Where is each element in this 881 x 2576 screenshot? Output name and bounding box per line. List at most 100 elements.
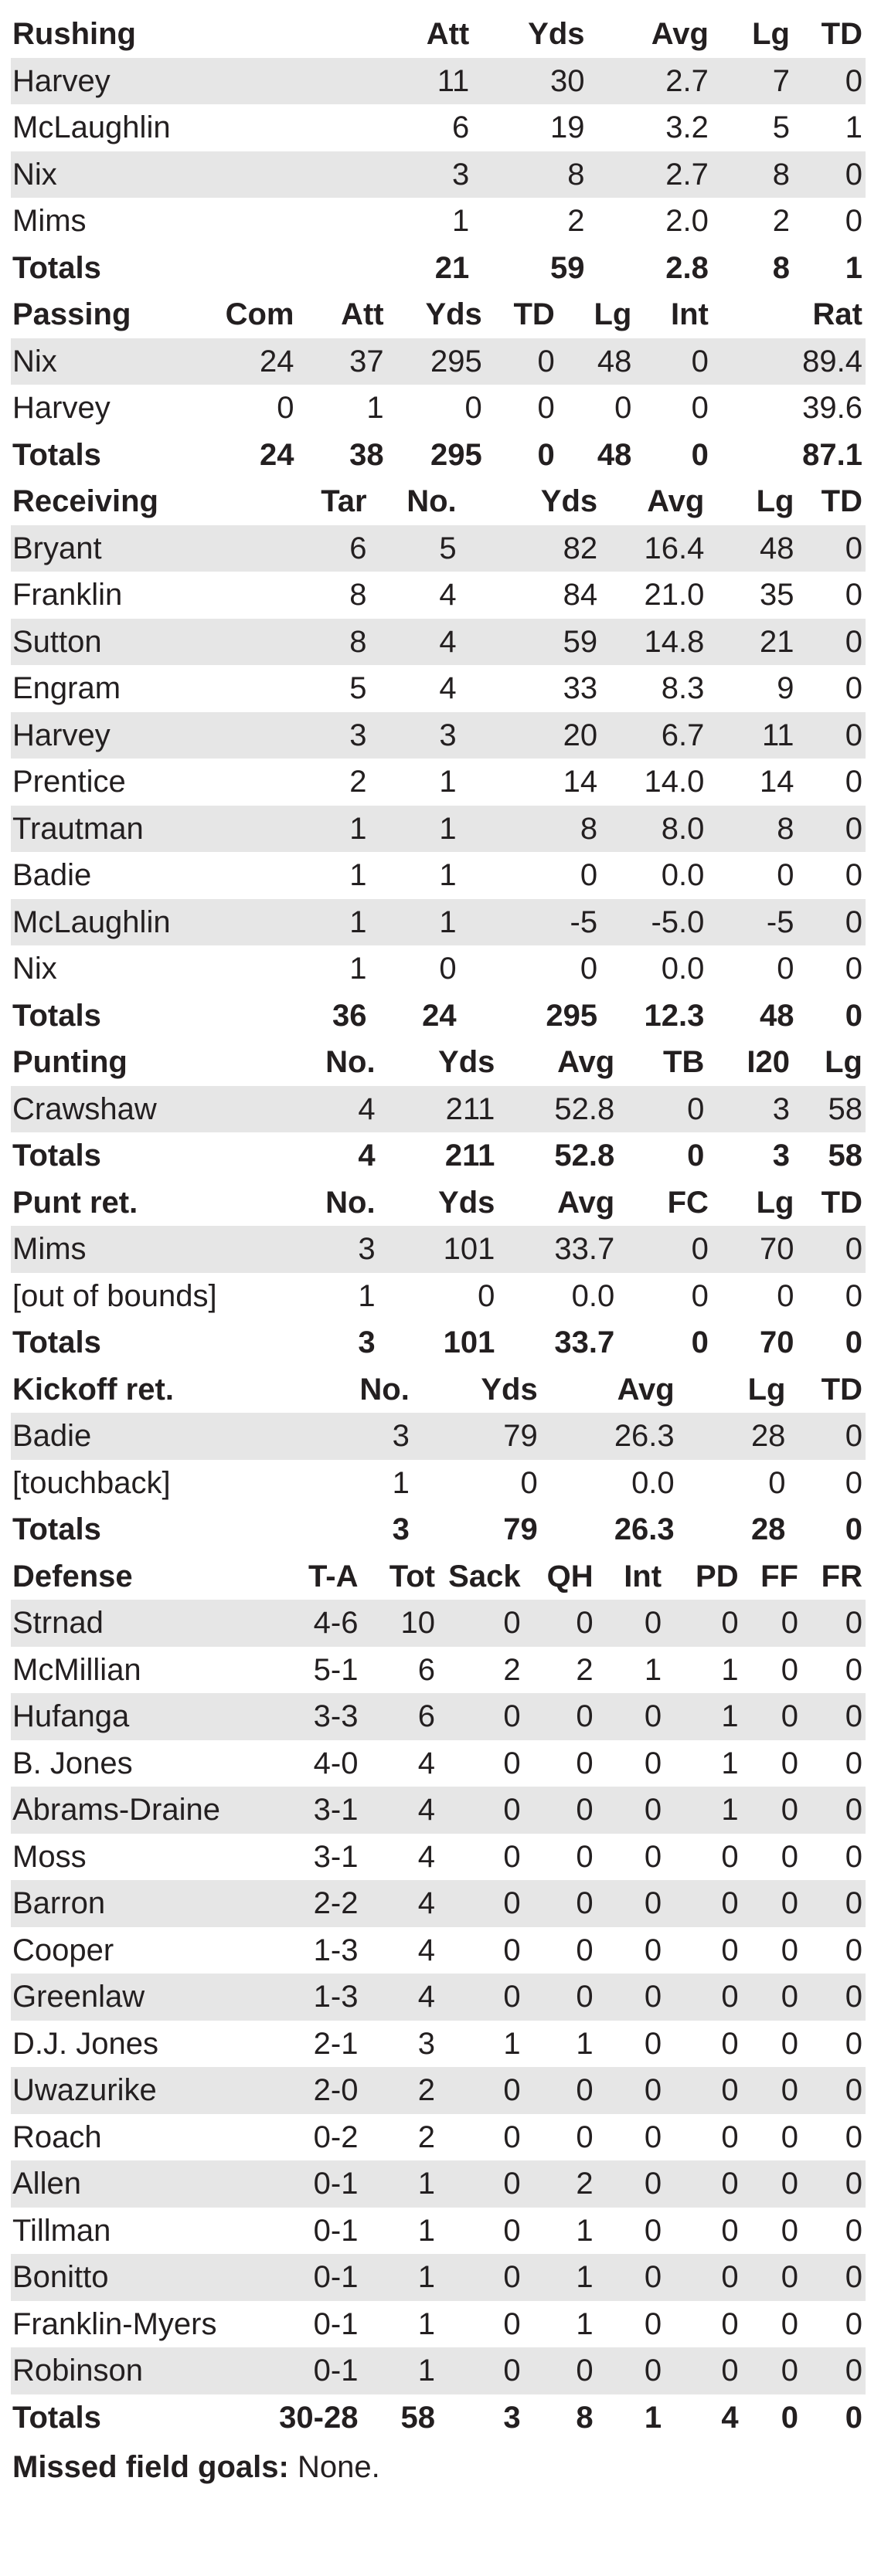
stat-cell: 0 [503,2306,521,2341]
stat-cell: 0 [741,1880,801,1927]
stat-cell: 0 [438,2160,524,2208]
punting-column-header: Avg [557,1045,615,1080]
stat-cell: 2-2 [254,1880,362,1927]
stat-cell: 0 [596,1600,665,1647]
stat-cell: 0 [503,1933,521,1967]
punt-ret-column-header: No. [325,1185,376,1220]
totals-cell: 101 [443,1325,495,1360]
player-name: McLaughlin [11,898,267,945]
stat-cell: 1 [576,2026,594,2061]
player-name: Moss [12,1839,87,1874]
stat-cell: 5-1 [313,1652,359,1687]
player-name: Trautman [11,805,267,852]
receiving-section-title: Receiving [12,484,158,519]
stat-cell: 0 [503,2120,521,2154]
stat-cell: 0 [801,2347,866,2394]
stat-cell: 0 [845,671,862,706]
stat-cell: 0 [845,204,862,239]
stat-cell: 0.0 [661,858,705,893]
totals-cell: 12.3 [644,998,705,1033]
player-name: McLaughlin [12,110,171,145]
stat-cell: 0 [644,2026,662,2061]
player-name: B. Jones [12,1746,133,1780]
stat-cell: 8.0 [600,805,708,852]
punt-ret-column-header: FC [667,1185,709,1220]
totals-cell: 211 [444,1139,495,1173]
stat-cell: 4 [417,1933,435,1967]
stat-cell: 52.8 [498,1085,618,1132]
stat-cell: 14.0 [644,765,705,799]
stat-cell: 20 [459,711,601,759]
totals-cell: 48 [760,998,794,1033]
stat-cell: 48 [557,338,635,385]
totals-cell: 3 [772,1139,790,1173]
stat-cell: 0 [792,151,866,198]
stat-cell: 0 [781,2306,798,2341]
stat-cell: 0 [596,2347,665,2394]
punting-column-header: Yds [438,1045,495,1080]
stat-cell: 1-3 [254,1974,362,2021]
stat-cell: 3 [361,151,473,198]
defense-column-header: Int [624,1559,662,1593]
punting-column-header: No. [325,1045,376,1080]
missed-field-goals-label: Missed field goals: [12,2450,289,2484]
stat-cell: 0-1 [313,2213,359,2248]
totals-cell: 295 [546,998,598,1033]
stat-cell: 4 [369,618,460,665]
stat-cell: 0 [438,2067,524,2114]
stat-cell: 1 [845,110,862,145]
missed-field-goals-value: None. [288,2450,380,2484]
stat-cell: 8 [459,805,601,852]
player-name: D.J. Jones [12,2026,158,2061]
totals-cell: 58 [400,2400,436,2435]
stat-cell: 1-3 [313,1933,359,1967]
stat-cell: 4 [439,578,457,613]
stat-cell: 19 [550,110,585,145]
stat-cell: 2 [349,765,367,799]
stat-cell: 1 [358,1278,376,1313]
punt-ret-column-header: Avg [557,1185,615,1220]
stat-cell: 2 [417,2120,435,2154]
stat-cell: 0 [665,1880,742,1927]
table-row: B. Jones 4-0 4 0 0 0 1 0 0 [11,1740,866,1787]
stat-cell: 0 [845,1278,862,1313]
stat-cell: 0 [781,1839,798,1874]
stat-cell: 0 [644,1933,662,1967]
kickoff-ret-section-title: Kickoff ret. [12,1372,174,1407]
table-row: [out of bounds] 1 0 0.0 0 0 0 [11,1273,866,1320]
stat-cell: 1 [439,765,457,799]
punt-ret-header-row: Punt ret. No. Yds Avg FC Lg TD [11,1179,866,1227]
player-name: Barron [11,1880,255,1927]
stat-cell: 0 [523,2347,597,2394]
totals-cell: 0 [537,437,555,472]
table-row: McLaughlin 1 1 -5 -5.0 -5 0 [11,898,866,945]
totals-cell: 295 [430,437,482,472]
passing-column-header: Lg [594,297,632,332]
player-name: Nix [11,338,182,385]
punting-table: Punting No. Yds Avg TB I20 Lg Crawshaw 4 211 52.8 0… [11,1039,866,1179]
stat-cell: 0 [721,2120,739,2154]
punting-totals-row: Totals 4 211 52.8 0 3 58 [11,1132,866,1179]
stat-cell: 0 [596,1787,665,1834]
stat-cell: 0 [665,1974,742,2021]
totals-label: Totals [12,1325,101,1360]
stat-cell: 0 [576,1933,594,1967]
defense-header-row: Defense T-A Tot Sack QH Int PD FF FR [11,1553,866,1600]
stat-cell: 0 [721,1933,739,1967]
punt-ret-column-header: Lg [756,1185,794,1220]
stat-cell: 0 [438,1693,524,1740]
stat-cell: 33 [563,671,598,706]
stat-cell: 0 [845,1465,862,1500]
stat-cell: 0 [801,2160,866,2208]
stat-cell: 0 [741,2067,801,2114]
table-row: [touchback] 1 0 0.0 0 0 [11,1460,866,1507]
defense-column-header: T-A [308,1559,359,1593]
passing-section-title: Passing [12,297,131,332]
stat-cell: 0-1 [313,2306,359,2341]
player-name: Badie [12,858,92,893]
stat-cell: 0 [792,57,866,104]
stat-cell: 1 [439,858,457,893]
stat-cell: 211 [378,1085,498,1132]
stat-cell: 1 [392,1465,410,1500]
stat-cell: 0 [596,2067,665,2114]
